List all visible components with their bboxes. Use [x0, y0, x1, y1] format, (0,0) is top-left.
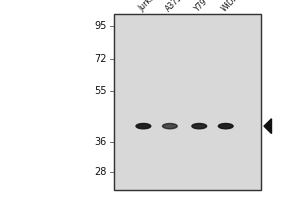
- Polygon shape: [264, 119, 272, 134]
- Ellipse shape: [136, 124, 151, 129]
- Ellipse shape: [192, 124, 207, 129]
- Text: 55: 55: [94, 86, 106, 96]
- Ellipse shape: [163, 124, 177, 129]
- Text: Y79: Y79: [193, 0, 209, 13]
- Text: 72: 72: [94, 54, 106, 64]
- Text: 95: 95: [94, 21, 106, 31]
- Ellipse shape: [218, 124, 233, 129]
- Text: WiDr: WiDr: [219, 0, 239, 13]
- Text: A375: A375: [164, 0, 184, 13]
- Text: Jurkat: Jurkat: [137, 0, 159, 13]
- Text: 28: 28: [94, 167, 106, 177]
- Bar: [114, 14, 261, 190]
- Text: 36: 36: [94, 137, 106, 147]
- Bar: [114, 14, 261, 190]
